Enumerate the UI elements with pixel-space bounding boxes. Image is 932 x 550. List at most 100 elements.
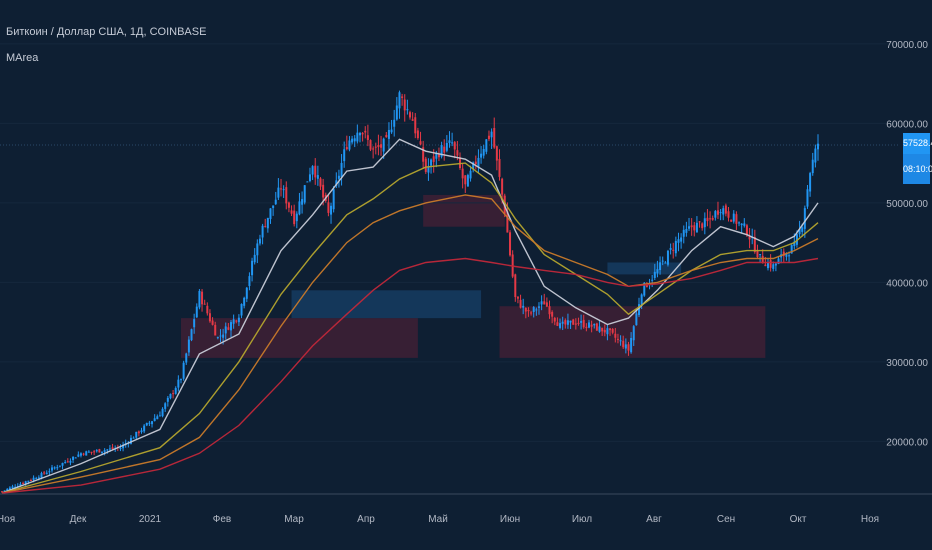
candle-body xyxy=(514,274,517,298)
chart-grid xyxy=(0,43,900,442)
candle-body xyxy=(11,486,14,489)
candle-body xyxy=(611,328,614,333)
candle-body xyxy=(230,322,233,331)
candle-body xyxy=(580,321,583,323)
candle-body xyxy=(664,262,667,264)
candle-body xyxy=(203,303,206,305)
candle-body xyxy=(245,287,248,299)
candle-body xyxy=(337,175,340,179)
candle-body xyxy=(416,130,419,139)
candle-body xyxy=(487,135,490,140)
candle-body xyxy=(327,202,330,213)
candle-body xyxy=(137,431,140,434)
candle-body xyxy=(788,255,791,257)
candle-body xyxy=(419,141,422,145)
candle-body xyxy=(595,323,598,331)
candle-body xyxy=(43,472,46,474)
candle-body xyxy=(559,323,562,328)
candle-body xyxy=(769,260,772,268)
candle-body xyxy=(411,119,414,121)
candle-body xyxy=(680,237,683,242)
candle-body xyxy=(501,178,504,195)
candle-body xyxy=(48,471,51,473)
candle-body xyxy=(53,467,56,469)
candle-body xyxy=(803,208,806,229)
candle-body xyxy=(472,162,475,169)
candle-body xyxy=(801,227,804,232)
candle-body xyxy=(661,260,664,262)
candle-body xyxy=(777,258,780,264)
candle-body xyxy=(745,225,748,236)
candle-body xyxy=(645,284,648,288)
candle-body xyxy=(277,187,280,198)
candle-body xyxy=(469,170,472,179)
moving-averages xyxy=(1,138,819,494)
candle-body xyxy=(403,99,406,111)
last-price-badge: 57528.40 xyxy=(903,133,932,154)
candle-body xyxy=(366,135,369,140)
candle-body xyxy=(256,243,259,256)
candle-body xyxy=(614,333,617,338)
candle-body xyxy=(322,184,325,198)
candle-body xyxy=(98,449,101,453)
y-tick-label: 60000.00 xyxy=(886,119,928,130)
candle-body xyxy=(761,255,764,264)
candle-body xyxy=(348,140,351,150)
time-scale: Ноя Дек 2021 Фев Мар Апр Май Июн Июл Авг Сен Окт Ноя xyxy=(0,514,879,525)
candle-body xyxy=(690,225,693,228)
candle-body xyxy=(437,154,440,158)
y-tick-label: 20000.00 xyxy=(886,437,928,448)
candle-body xyxy=(356,132,359,142)
candle-body xyxy=(572,319,575,325)
candle-body xyxy=(640,294,643,305)
candle-body xyxy=(509,232,512,256)
candle-body xyxy=(166,397,169,402)
candle-body xyxy=(619,340,622,342)
zone-bear-0 xyxy=(180,318,418,358)
candle-body xyxy=(351,138,354,143)
candle-body xyxy=(440,145,443,157)
x-tick-label: Окт xyxy=(790,514,807,525)
candle-body xyxy=(174,388,177,394)
candle-body xyxy=(108,448,111,450)
candle-body xyxy=(56,467,59,469)
x-tick-label: Апр xyxy=(357,514,375,525)
candle-body xyxy=(374,146,377,148)
candle-body xyxy=(237,317,240,323)
candle-body xyxy=(772,264,775,269)
candle-body xyxy=(335,180,338,186)
candle-body xyxy=(630,337,633,353)
candle-body xyxy=(387,129,390,139)
candle-body xyxy=(72,456,75,460)
candle-body xyxy=(659,262,662,271)
candle-body xyxy=(635,313,638,326)
zone-bull-4 xyxy=(607,262,682,275)
candle-body xyxy=(380,144,383,148)
symbol-title[interactable]: Биткоин / Доллар США, 1Д, COINBASE xyxy=(6,26,207,38)
candle-body xyxy=(222,334,225,338)
candle-body xyxy=(377,145,380,148)
candle-body xyxy=(430,159,433,166)
candle-body xyxy=(785,253,788,257)
candle-body xyxy=(735,214,738,224)
candle-body xyxy=(798,229,801,235)
candle-body xyxy=(390,129,393,133)
candle-body xyxy=(730,219,733,222)
candle-body xyxy=(485,139,488,152)
candle-body xyxy=(27,480,30,482)
candle-body xyxy=(353,138,356,142)
candle-body xyxy=(369,140,372,150)
indicator-label[interactable]: MArea xyxy=(6,52,39,64)
candle-body xyxy=(759,254,762,256)
candle-body xyxy=(148,422,151,424)
candle-body xyxy=(566,320,569,325)
candle-body xyxy=(3,490,6,492)
candle-body xyxy=(182,362,185,379)
candle-body xyxy=(85,451,88,456)
candle-body xyxy=(295,213,298,222)
candle-body xyxy=(782,251,785,256)
y-tick-label: 40000.00 xyxy=(886,278,928,289)
candle-body xyxy=(527,309,530,312)
candle-body xyxy=(709,218,712,220)
